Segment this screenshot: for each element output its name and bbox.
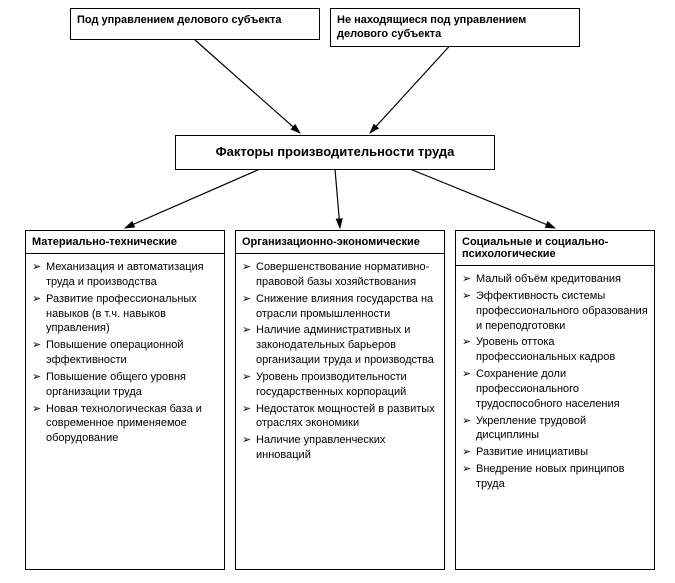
bullet-icon: ➢ bbox=[32, 402, 46, 417]
list-item-text: Механизация и автоматизация труда и прои… bbox=[46, 260, 220, 290]
list-item: ➢Совершенствование нормативно-правовой б… bbox=[242, 260, 440, 290]
list-item-text: Сохранение доли профессионального трудос… bbox=[476, 367, 650, 412]
list-item: ➢Недостаток мощностей в развитых отрасля… bbox=[242, 402, 440, 432]
list-item-text: Развитие профессиональных навыков (в т.ч… bbox=[46, 292, 220, 337]
list-item: ➢Наличие административных и законодатель… bbox=[242, 323, 440, 368]
bullet-icon: ➢ bbox=[242, 323, 256, 338]
list-item: ➢Наличие управленческих инноваций bbox=[242, 433, 440, 463]
list-item-text: Наличие управленческих инноваций bbox=[256, 433, 440, 463]
list-item: ➢Новая технологическая база и современно… bbox=[32, 402, 220, 447]
bullet-icon: ➢ bbox=[242, 370, 256, 385]
list-item: ➢Внедрение новых принципов труда bbox=[462, 462, 650, 492]
list-item-text: Уровень оттока профессиональных кадров bbox=[476, 335, 650, 365]
bullet-icon: ➢ bbox=[462, 414, 476, 429]
column-title: Организационно-экономические bbox=[236, 231, 444, 254]
top-box-managed: Под управлением делового субъекта bbox=[70, 8, 320, 40]
column-title: Социальные и социально-психологические bbox=[456, 231, 654, 266]
list-item-text: Снижение влияния государства на отрасли … bbox=[256, 292, 440, 322]
list-item: ➢Повышение операционной эффективности bbox=[32, 338, 220, 368]
bullet-icon: ➢ bbox=[32, 260, 46, 275]
list-item: ➢Снижение влияния государства на отрасли… bbox=[242, 292, 440, 322]
list-item-text: Повышение операционной эффективности bbox=[46, 338, 220, 368]
top-box-unmanaged-label: Не находящиеся под управлением делового … bbox=[337, 14, 526, 40]
bullet-icon: ➢ bbox=[462, 289, 476, 304]
list-item-text: Наличие административных и законодательн… bbox=[256, 323, 440, 368]
list-item-text: Укрепление трудовой дисциплины bbox=[476, 414, 650, 444]
list-item: ➢Механизация и автоматизация труда и про… bbox=[32, 260, 220, 290]
list-item: ➢Уровень оттока профессиональных кадров bbox=[462, 335, 650, 365]
top-box-unmanaged: Не находящиеся под управлением делового … bbox=[330, 8, 580, 47]
column-body: ➢Малый объём кредитования➢Эффективность … bbox=[456, 266, 654, 500]
bullet-icon: ➢ bbox=[462, 272, 476, 287]
list-item: ➢Малый объём кредитования bbox=[462, 272, 650, 287]
column-body: ➢Механизация и автоматизация труда и про… bbox=[26, 254, 224, 454]
column-organizational-economic: Организационно-экономические ➢Совершенст… bbox=[235, 230, 445, 570]
list-item-text: Развитие инициативы bbox=[476, 445, 650, 460]
list-item: ➢Укрепление трудовой дисциплины bbox=[462, 414, 650, 444]
bullet-icon: ➢ bbox=[462, 367, 476, 382]
top-box-managed-label: Под управлением делового субъекта bbox=[77, 14, 282, 26]
list-item: ➢Развитие инициативы bbox=[462, 445, 650, 460]
list-item: ➢Развитие профессиональных навыков (в т.… bbox=[32, 292, 220, 337]
bullet-icon: ➢ bbox=[242, 292, 256, 307]
column-title: Материально-технические bbox=[26, 231, 224, 254]
column-body: ➢Совершенствование нормативно-правовой б… bbox=[236, 254, 444, 471]
bullet-icon: ➢ bbox=[242, 402, 256, 417]
list-item-text: Эффективность системы профессионального … bbox=[476, 289, 650, 334]
list-item: ➢Повышение общего уровня организации тру… bbox=[32, 370, 220, 400]
list-item-text: Малый объём кредитования bbox=[476, 272, 650, 287]
bullet-icon: ➢ bbox=[32, 292, 46, 307]
list-item-text: Недостаток мощностей в развитых отраслях… bbox=[256, 402, 440, 432]
bullet-icon: ➢ bbox=[242, 260, 256, 275]
bullet-icon: ➢ bbox=[32, 370, 46, 385]
list-item: ➢Эффективность системы профессионального… bbox=[462, 289, 650, 334]
list-item: ➢Уровень производительности государствен… bbox=[242, 370, 440, 400]
bullet-icon: ➢ bbox=[462, 462, 476, 477]
bullet-icon: ➢ bbox=[242, 433, 256, 448]
list-item-text: Внедрение новых принципов труда bbox=[476, 462, 650, 492]
column-social-psychological: Социальные и социально-психологические ➢… bbox=[455, 230, 655, 570]
bullet-icon: ➢ bbox=[462, 335, 476, 350]
bullet-icon: ➢ bbox=[32, 338, 46, 353]
list-item-text: Совершенствование нормативно-правовой ба… bbox=[256, 260, 440, 290]
list-item-text: Новая технологическая база и современное… bbox=[46, 402, 220, 447]
list-item-text: Повышение общего уровня организации труд… bbox=[46, 370, 220, 400]
center-box: Факторы производительности труда bbox=[175, 135, 495, 170]
column-material-technical: Материально-технические ➢Механизация и а… bbox=[25, 230, 225, 570]
list-item: ➢Сохранение доли профессионального трудо… bbox=[462, 367, 650, 412]
list-item-text: Уровень производительности государственн… bbox=[256, 370, 440, 400]
center-box-label: Факторы производительности труда bbox=[216, 144, 455, 159]
bullet-icon: ➢ bbox=[462, 445, 476, 460]
